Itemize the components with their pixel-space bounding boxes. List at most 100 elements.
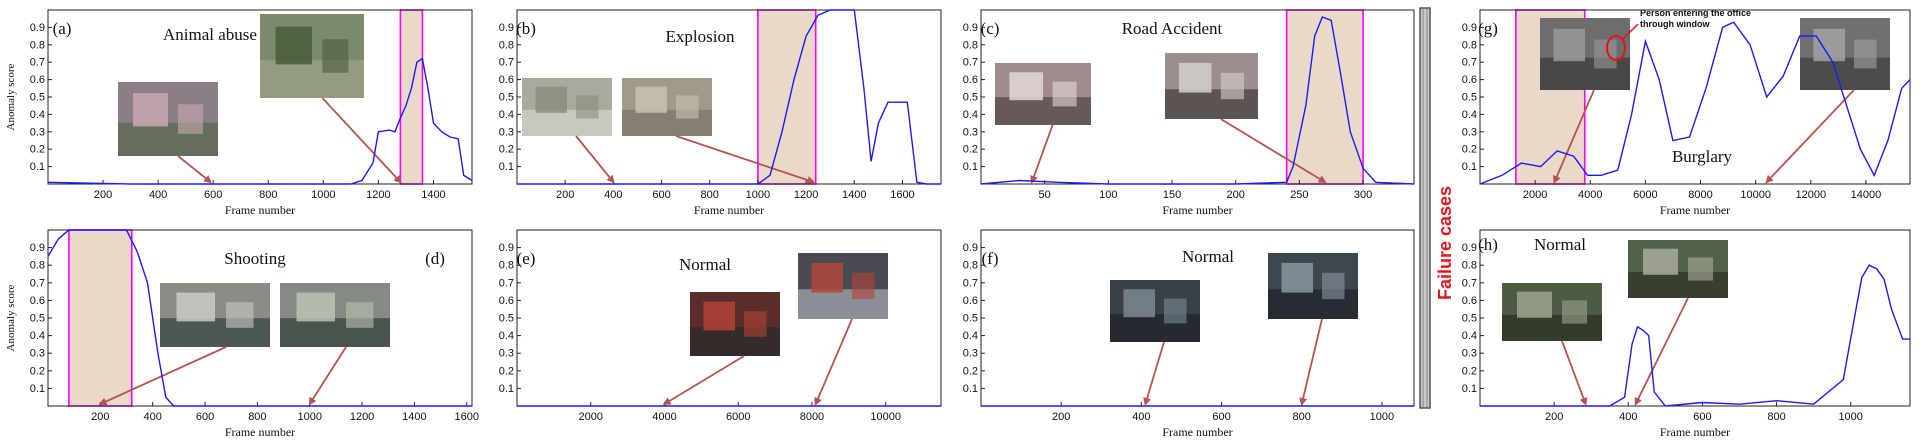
pointer-arrow — [1634, 297, 1689, 406]
panel-tag: (c) — [981, 19, 1000, 38]
x-tick-label: 1000 — [311, 189, 335, 201]
x-tick-label: 1200 — [366, 189, 390, 201]
thumbnail-shape — [1220, 72, 1245, 100]
x-tick-label: 2000 — [1523, 189, 1547, 201]
x-tick-label: 600 — [204, 189, 222, 201]
y-tick-label: 0.5 — [1462, 313, 1477, 325]
pointer-arrow — [675, 135, 816, 184]
thumbnail-shape — [576, 95, 599, 119]
y-tick-label: 0.1 — [1462, 383, 1477, 395]
x-tick-label: 8000 — [1688, 189, 1712, 201]
highlight-circle — [1606, 35, 1626, 61]
y-tick-label: 0.2 — [963, 365, 978, 377]
x-tick-label: 2000 — [578, 411, 602, 423]
panel-f: 0.1 0.2 0.3 0.4 0.5 0.6 0.7 0.8 0.9 200 400 600 800 1… — [963, 229, 1415, 439]
x-tick-label: 400 — [1619, 411, 1637, 423]
annotation-text: Person entering the office — [1640, 8, 1751, 18]
thumbnail-shape — [1562, 300, 1587, 324]
thumbnail-shape — [1553, 28, 1585, 62]
anomaly-score-line-g — [1479, 21, 1911, 185]
pointer-arrow — [1030, 124, 1054, 184]
y-tick-label: 0.4 — [30, 109, 45, 121]
y-tick-label: 0.3 — [963, 126, 978, 138]
x-tick-label: 100 — [1099, 189, 1117, 201]
thumbnail-shape — [703, 301, 735, 331]
x-tick-label: 300 — [1354, 189, 1372, 201]
y-tick-label: 0.6 — [1462, 74, 1477, 86]
panel-tag: (b) — [516, 19, 536, 38]
x-tick-label: 600 — [196, 411, 214, 423]
thumbnail-shape — [1688, 257, 1713, 281]
anomaly-score-line-d — [47, 229, 472, 407]
y-tick-label: 0.9 — [963, 242, 978, 254]
y-tick-label: 0.3 — [499, 126, 514, 138]
x-tick-label: 600 — [652, 189, 670, 201]
x-axis-label: Frame number — [1162, 203, 1232, 217]
y-tick-label: 0.3 — [1462, 126, 1477, 138]
y-tick-label: 0.1 — [30, 383, 45, 395]
y-tick-label: 0.1 — [499, 383, 514, 395]
x-tick-label: 1200 — [350, 411, 374, 423]
x-tick-label: 8000 — [800, 411, 824, 423]
y-tick-label: 0.2 — [1462, 144, 1477, 156]
panel-caption: Road Accident — [1122, 19, 1223, 38]
thumbnail-shape — [1164, 298, 1187, 324]
video-frame-thumbnail — [995, 63, 1091, 125]
x-tick-label: 400 — [149, 189, 167, 201]
pointer-arrow — [308, 346, 347, 406]
y-tick-label: 0.2 — [30, 144, 45, 156]
x-tick-label: 1000 — [1370, 411, 1394, 423]
x-axis-label: Frame number — [1660, 425, 1730, 439]
x-tick-label: 4000 — [1578, 189, 1602, 201]
y-tick-label: 0.6 — [963, 295, 978, 307]
anomaly-region-d — [68, 229, 133, 407]
y-tick-label: 0.5 — [499, 313, 514, 325]
x-tick-label: 250 — [1290, 189, 1308, 201]
panel-d: 0.1 0.2 0.3 0.4 0.5 0.6 0.7 0.8 0.9 200 400 600 800 1… — [5, 229, 479, 439]
y-tick-label: 0.2 — [499, 365, 514, 377]
panel-tag: (a) — [53, 19, 72, 38]
panel-e: 0.1 0.2 0.3 0.4 0.5 0.6 0.7 0.8 0.9 2000 4000 6000 8… — [499, 229, 942, 423]
video-frame-thumbnail — [1165, 53, 1258, 119]
y-tick-label: 0.5 — [963, 92, 978, 104]
thumbnail-shape — [635, 86, 667, 113]
y-tick-label: 0.4 — [963, 109, 978, 121]
panel-tag: (f) — [982, 249, 999, 268]
y-axis-label: Anomaly score — [5, 284, 17, 351]
anomaly-score-line-h — [1480, 264, 1910, 407]
pointer-arrow — [575, 135, 615, 184]
failure-cases-separator: Failure cases — [1419, 7, 1455, 409]
x-tick-label: 200 — [94, 189, 112, 201]
x-tick-label: 1400 — [842, 189, 866, 201]
pointer-arrow — [814, 318, 853, 406]
panel-caption: Normal — [1534, 235, 1586, 254]
thumbnail-shape — [226, 302, 254, 328]
y-tick-label: 0.9 — [1462, 242, 1477, 254]
panel-tag: (h) — [1478, 235, 1498, 254]
y-tick-label: 0.2 — [963, 144, 978, 156]
y-tick-label: 0.8 — [30, 39, 45, 51]
y-tick-label: 0.9 — [499, 22, 514, 34]
pointer-arrow — [177, 155, 213, 184]
thumbnail-shape — [1123, 289, 1155, 318]
thumbnail-shape — [852, 272, 875, 300]
thumbnail-shape — [1009, 72, 1043, 101]
pointer-arrow — [1561, 340, 1588, 406]
thumbnail-shape — [176, 292, 215, 322]
y-tick-label: 0.8 — [963, 39, 978, 51]
y-tick-label: 0.4 — [1462, 109, 1477, 121]
thumbnail-shape — [1281, 262, 1313, 293]
y-tick-label: 0.1 — [30, 161, 45, 173]
x-tick-label: 800 — [701, 189, 719, 201]
y-tick-label: 0.9 — [499, 242, 514, 254]
y-tick-label: 0.4 — [1462, 330, 1477, 342]
y-tick-label: 0.8 — [1462, 39, 1477, 51]
thumbnail-shape — [322, 39, 349, 73]
x-tick-label: 6000 — [1633, 189, 1657, 201]
y-tick-label: 0.5 — [1462, 92, 1477, 104]
x-tick-label: 200 — [556, 189, 574, 201]
x-axis-label: Frame number — [1162, 425, 1232, 439]
y-tick-label: 0.7 — [30, 277, 45, 289]
separator-bar — [1419, 7, 1431, 409]
